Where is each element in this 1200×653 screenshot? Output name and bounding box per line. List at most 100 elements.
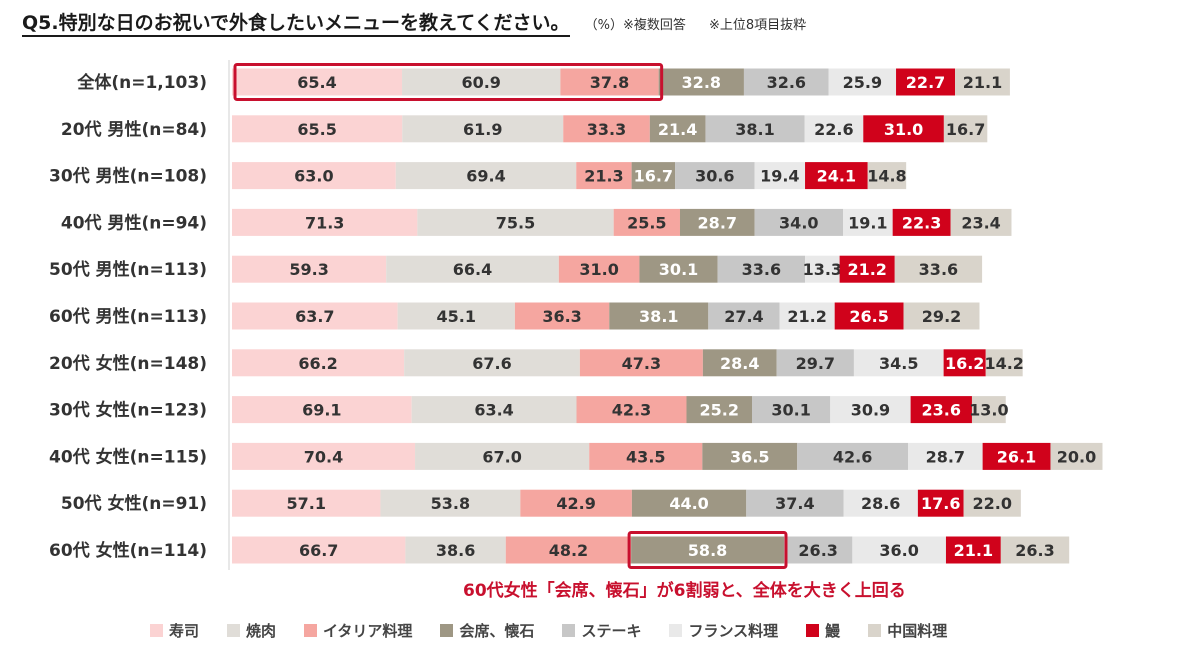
- bar-segment: [783, 536, 853, 564]
- bar-segment: [415, 442, 590, 470]
- bar-segment: [386, 255, 559, 283]
- data-label: 38.6: [436, 541, 475, 560]
- category-label: 60代 女性(n=114): [49, 540, 207, 561]
- bar-segment: [839, 255, 895, 283]
- highlight-box-overall: [233, 63, 664, 101]
- legend-item-italian: イタリア料理: [304, 620, 412, 641]
- data-label: 67.0: [482, 447, 521, 466]
- bar-segment: [892, 208, 951, 236]
- bar-segment: [631, 162, 676, 190]
- bar-segment: [232, 302, 398, 330]
- data-label: 30.1: [659, 260, 698, 279]
- data-label: 59.3: [289, 260, 328, 279]
- legend-label: 会席、懐石: [459, 622, 535, 640]
- bar-segment: [805, 162, 868, 190]
- bar-segment: [232, 255, 387, 283]
- bar-segment: [702, 349, 777, 377]
- bar-segment: [776, 349, 854, 377]
- bar-segment: [779, 302, 835, 330]
- data-label: 29.2: [922, 307, 961, 326]
- bar-segment: [609, 302, 709, 330]
- bar-segment: [943, 349, 986, 377]
- legend-swatch: [440, 624, 454, 637]
- legend-swatch: [669, 624, 683, 637]
- data-label: 25.9: [843, 73, 882, 92]
- bar-segment: [863, 115, 944, 143]
- bar-segment: [746, 489, 844, 517]
- bar-segment: [910, 396, 972, 424]
- data-label: 28.4: [720, 354, 759, 373]
- bar-segment: [411, 396, 577, 424]
- data-label: 36.5: [730, 447, 769, 466]
- data-label: 53.8: [431, 494, 470, 513]
- legend-item-french: フランス料理: [669, 620, 778, 641]
- data-label: 26.3: [1015, 541, 1054, 560]
- bar-segment: [563, 115, 650, 143]
- bar-segment: [853, 349, 944, 377]
- bar-segment: [631, 536, 784, 564]
- data-label: 31.0: [884, 120, 923, 139]
- data-label: 48.2: [549, 541, 588, 560]
- bar-segment: [232, 115, 403, 143]
- data-label: 28.7: [698, 213, 737, 232]
- data-label: 69.1: [302, 401, 341, 420]
- bar-segment: [405, 536, 506, 564]
- data-label: 58.8: [688, 541, 727, 560]
- bar-segment: [945, 536, 1001, 564]
- data-label: 66.2: [298, 354, 337, 373]
- bar-segment: [520, 489, 632, 517]
- chart-header: Q5.特別な日のお祝いで外食したいメニューを教えてください。 （%）※複数回答 …: [22, 8, 806, 37]
- legend-item-steak: ステーキ: [562, 620, 641, 641]
- data-label: 22.3: [902, 213, 941, 232]
- category-label: 20代 男性(n=84): [61, 119, 207, 140]
- bar-segment: [971, 396, 1006, 424]
- legend-swatch: [150, 624, 163, 637]
- data-label: 37.4: [775, 494, 814, 513]
- data-label: 38.1: [735, 120, 774, 139]
- category-label: 全体(n=1,103): [76, 72, 207, 93]
- data-label: 38.1: [639, 307, 678, 326]
- data-label: 66.7: [299, 541, 338, 560]
- data-label: 21.2: [787, 307, 826, 326]
- data-label: 66.4: [453, 260, 492, 279]
- data-label: 14.2: [984, 354, 1023, 373]
- bar-segment: [867, 162, 907, 190]
- data-label: 23.4: [961, 213, 1000, 232]
- legend-item-chinese: 中国料理: [868, 620, 947, 641]
- bar-segment: [834, 302, 904, 330]
- data-label: 21.4: [658, 120, 697, 139]
- data-label: 21.1: [954, 541, 993, 560]
- bar-segment: [576, 162, 632, 190]
- legend-item-unagi: 鰻: [806, 620, 840, 641]
- bar-segment: [579, 349, 703, 377]
- unit-note: （%）※複数回答: [584, 18, 686, 33]
- data-label: 16.2: [945, 354, 984, 373]
- data-label: 21.2: [847, 260, 886, 279]
- data-label: 17.6: [921, 494, 960, 513]
- data-label: 33.6: [919, 260, 958, 279]
- data-label: 65.5: [297, 120, 336, 139]
- bar-segment: [963, 489, 1021, 517]
- data-label: 60.9: [461, 73, 500, 92]
- bar-segment: [404, 349, 580, 377]
- data-label: 63.7: [295, 307, 334, 326]
- bar-segment: [828, 68, 897, 96]
- bar-segment: [658, 68, 744, 96]
- bar-segment: [1050, 442, 1103, 470]
- bar-segment: [613, 208, 680, 236]
- data-label: 31.0: [579, 260, 618, 279]
- category-label: 30代 女性(n=123): [49, 400, 207, 421]
- legend-item-yakiniku: 焼肉: [227, 620, 276, 641]
- data-label: 20.0: [1057, 447, 1096, 466]
- bar-segment: [982, 442, 1051, 470]
- bar-segment: [702, 442, 798, 470]
- legend-label: 鰻: [825, 622, 841, 640]
- bar-segment: [232, 536, 406, 564]
- bar-segment: [754, 162, 806, 190]
- data-label: 25.5: [627, 213, 666, 232]
- bar-segment: [402, 115, 564, 143]
- data-label: 34.0: [779, 213, 818, 232]
- legend: 寿司 焼肉 イタリア料理 会席、懐石 ステーキ フランス料理 鰻 中国料理: [150, 620, 975, 641]
- data-label: 29.7: [796, 354, 835, 373]
- data-label: 36.3: [542, 307, 581, 326]
